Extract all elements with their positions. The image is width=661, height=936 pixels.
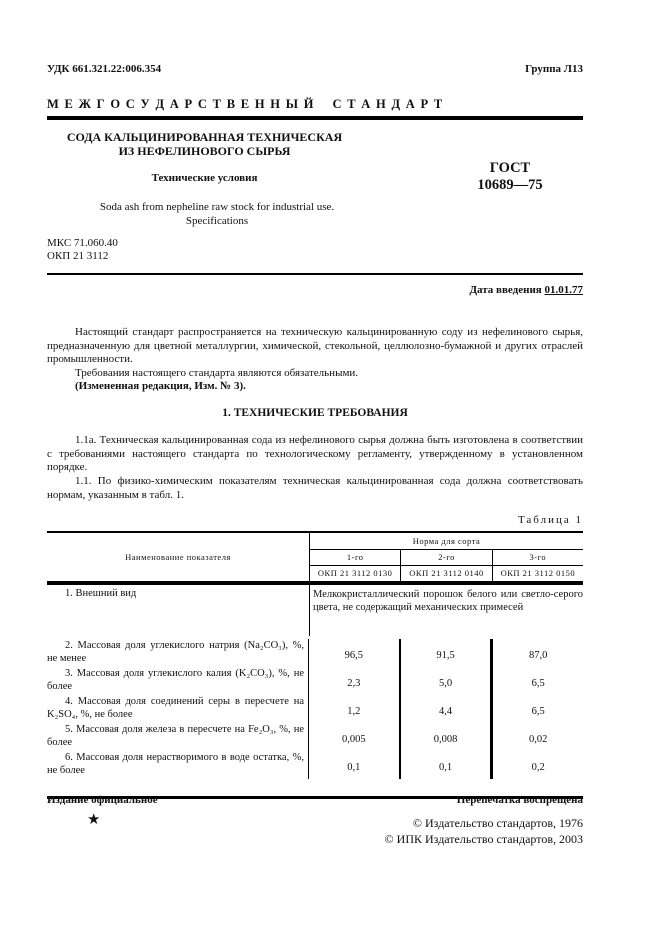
paragraph-1-1a: 1.1а. Техническая кальцинированная сода … — [47, 434, 583, 473]
header-grade-2: 2-го — [400, 549, 493, 566]
row-value-grade-1: 96,5 — [309, 639, 401, 667]
reprint-notice: Перепечатка воспрещена — [456, 794, 583, 806]
group-code: Группа Л13 — [525, 63, 583, 75]
header-grade-group: Норма для сорта — [309, 533, 583, 550]
amendment-note: (Измененная редакция, Изм. № 3). — [75, 380, 246, 392]
header-okp-2: ОКП 21 3112 0140 — [400, 565, 493, 585]
table-top-rule — [47, 531, 583, 533]
gost-code: 10689—75 — [477, 177, 543, 193]
header-okp-3: ОКП 21 3112 0150 — [492, 565, 583, 585]
effective-date-label: Дата введения — [469, 284, 542, 296]
row-value-grade-1: 0,1 — [309, 751, 401, 779]
table-caption: Таблица 1 — [517, 514, 583, 526]
english-title: Soda ash from nepheline raw stock for in… — [47, 200, 387, 228]
table-row: 4. Массовая доля соединений серы в перес… — [47, 695, 583, 723]
top-rule — [47, 116, 583, 120]
paragraph-1-1: 1.1. По физико-химическим показателям те… — [47, 475, 583, 501]
row-name: 1. Внешний вид — [47, 583, 310, 636]
official-edition: Издание официальное — [47, 794, 158, 806]
specifications-table: Наименование показателя Норма для сорта … — [47, 533, 583, 636]
row-name: 2. Массовая доля углекислого натрия (Na₂… — [47, 639, 309, 667]
row-name: 4. Массовая доля соединений серы в перес… — [47, 695, 309, 723]
okp-code: ОКП 21 3112 — [47, 250, 109, 262]
header-grade-1: 1-го — [309, 549, 402, 566]
mks-code: МКС 71.060.40 — [47, 237, 118, 249]
table-row: 2. Массовая доля углекислого натрия (Na₂… — [47, 639, 583, 667]
row-value-grade-3: 87,0 — [528, 650, 548, 661]
mandatory-note: Требования настоящего стандарта являются… — [75, 367, 359, 379]
row-name: 6. Массовая доля нерастворимого в воде о… — [47, 751, 309, 779]
row-value-grade-2: 91,5 — [401, 639, 494, 667]
english-title-line-2: Specifications — [185, 215, 249, 227]
gost-number: ГОСТ 10689—75 — [470, 160, 550, 194]
subtitle: Технические условия — [151, 172, 258, 184]
row-value-grade-1: 1,2 — [309, 695, 401, 723]
gost-label: ГОСТ — [489, 160, 531, 176]
document-title: СОДА КАЛЬЦИНИРОВАННАЯ ТЕХНИЧЕСКАЯ ИЗ НЕФ… — [47, 130, 362, 158]
title-line-2: ИЗ НЕФЕЛИНОВОГО СЫРЬЯ — [118, 144, 291, 158]
effective-date-value: 01.01.77 — [544, 284, 584, 296]
effective-date: Дата введения 01.01.77 — [469, 284, 583, 296]
title-line-1: СОДА КАЛЬЦИНИРОВАННАЯ ТЕХНИЧЕСКАЯ — [66, 130, 343, 144]
table-row: 3. Массовая доля углекислого калия (K₂CO… — [47, 667, 583, 695]
header-indicator-name: Наименование показателя — [47, 533, 310, 585]
row-value-grade-2: 5,0 — [401, 667, 494, 695]
row-value-grade-1: 0,005 — [309, 723, 401, 751]
row-value-grade-3: 0,02 — [528, 734, 548, 745]
copyright-block: © Издательство стандартов, 1976 © ИПК Из… — [385, 815, 583, 847]
row-value-grade-3: 0,2 — [531, 762, 545, 773]
header-bottom-rule — [47, 273, 583, 275]
intro-paragraph: Настоящий стандарт распространяется на т… — [47, 326, 583, 365]
table-row: 1. Внешний вид Мелкокристаллический поро… — [47, 583, 583, 636]
copyright-1976: © Издательство стандартов, 1976 — [412, 816, 583, 830]
section-title: 1. ТЕХНИЧЕСКИЕ ТРЕБОВАНИЯ — [222, 407, 408, 419]
row-value-appearance: Мелкокристаллический порошок белого или … — [313, 589, 583, 613]
standard-banner: М Е Ж Г О С У Д А Р С Т В Е Н Н Ы Й С Т … — [47, 97, 444, 111]
copyright-2003: © ИПК Издательство стандартов, 2003 — [384, 832, 583, 846]
star-icon: ★ — [87, 812, 101, 828]
row-value-grade-1: 2,3 — [309, 667, 401, 695]
row-name: 3. Массовая доля углекислого калия (K₂CO… — [47, 667, 309, 695]
row-value-grade-2: 0,1 — [401, 751, 494, 779]
row-value-grade-3: 6,5 — [531, 706, 545, 717]
row-value-grade-2: 4,4 — [401, 695, 494, 723]
header-okp-1: ОКП 21 3112 0130 — [309, 565, 402, 585]
table-row: 5. Массовая доля железа в пересчете на F… — [47, 723, 583, 751]
table-row: 6. Массовая доля нерастворимого в воде о… — [47, 751, 583, 779]
table-bottom-rule — [47, 796, 583, 799]
row-value-grade-2: 0,008 — [401, 723, 494, 751]
classification-codes: МКС 71.060.40 ОКП 21 3112 — [47, 237, 118, 263]
udk-code: УДК 661.321.22:006.354 — [47, 63, 162, 75]
row-value-grade-3: 6,5 — [531, 678, 545, 689]
english-title-line-1: Soda ash from nepheline raw stock for in… — [99, 201, 335, 213]
row-name: 5. Массовая доля железа в пересчете на F… — [47, 723, 309, 751]
header-grade-3: 3-го — [492, 549, 583, 566]
table-body: 2. Массовая доля углекислого натрия (Na₂… — [47, 639, 583, 779]
